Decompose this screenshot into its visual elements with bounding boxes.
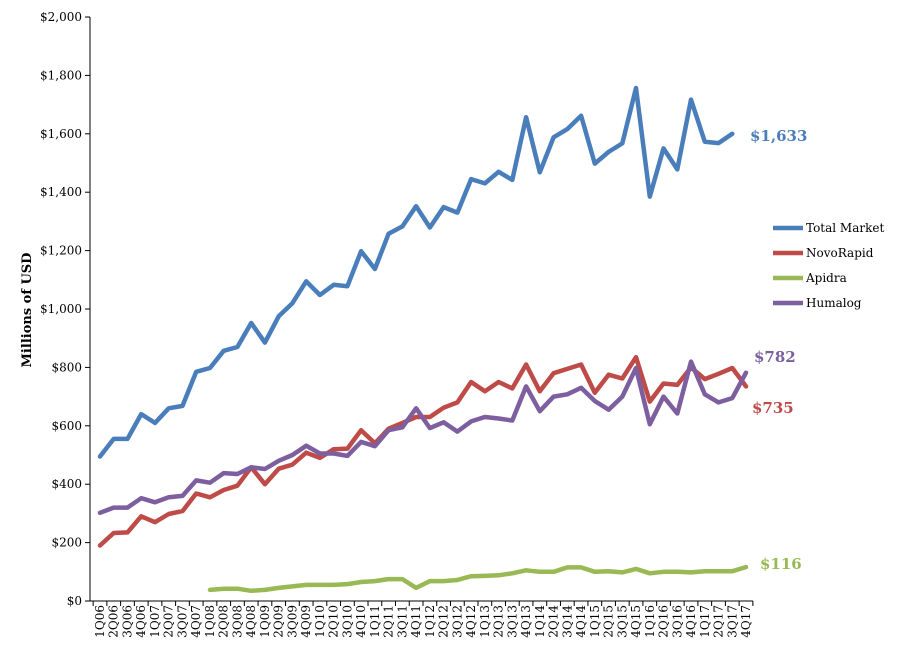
x-tick-label: 3Q12 [450, 605, 464, 638]
end-label-novorapid: $735 [752, 399, 794, 417]
series-layer [97, 85, 749, 594]
x-tick-label: 3Q15 [615, 605, 629, 638]
x-tick-label: 1Q14 [533, 605, 547, 638]
y-axis: $0 $200 $400 $600 $800 $1,000 $1,200 $1,400 $1,6… [40, 10, 91, 608]
x-tick-label: 2Q09 [272, 605, 286, 638]
legend-label-humalog: Humalog [806, 296, 862, 310]
x-tick-label: 2Q08 [217, 605, 231, 638]
x-tick-label: 2Q15 [602, 605, 616, 638]
x-tick-label: 2Q13 [492, 605, 506, 638]
x-tick-label: 4Q08 [244, 605, 258, 638]
x-tick-label: 2Q10 [327, 605, 341, 638]
y-tick-label: $1,600 [40, 127, 82, 141]
y-tick-label: $0 [67, 594, 82, 608]
y-tick-label: $800 [51, 360, 82, 374]
end-label-humalog: $782 [754, 348, 796, 366]
y-tick-label: $1,800 [40, 68, 82, 82]
series-line-humalog [97, 359, 749, 516]
x-tick-label: 4Q16 [684, 605, 698, 638]
x-tick-label: 1Q13 [478, 605, 492, 638]
x-tick-label: 2Q07 [162, 605, 176, 638]
y-tick-label: $1,400 [40, 185, 82, 199]
end-label-total-market: $1,633 [750, 127, 807, 145]
x-tick-label: 3Q14 [560, 605, 574, 638]
x-tick-label: 4Q17 [739, 605, 753, 638]
x-tick-label: 3Q08 [230, 605, 244, 638]
x-tick-label: 1Q08 [203, 605, 217, 638]
x-tick-label: 4Q06 [134, 605, 148, 638]
x-tick-label: 4Q15 [629, 605, 643, 638]
x-tick-label: 2Q06 [107, 605, 121, 638]
x-tick-label: 2Q14 [547, 605, 561, 638]
x-tick-label: 3Q17 [725, 605, 739, 638]
y-tick-label: $200 [51, 536, 82, 550]
x-tick-label: 1Q17 [698, 605, 712, 638]
series-line-total-market [97, 85, 735, 459]
x-tick-label: 1Q06 [93, 605, 107, 638]
x-tick-label: 2Q11 [382, 605, 396, 638]
y-tick-label: $1,200 [40, 244, 82, 258]
x-tick-label: 1Q10 [313, 605, 327, 638]
x-tick-label: 4Q07 [189, 605, 203, 638]
y-tick-label: $600 [51, 419, 82, 433]
series-line-apidra [207, 564, 749, 594]
x-tick-label: 4Q14 [574, 605, 588, 638]
y-tick-label: $2,000 [40, 10, 82, 24]
x-tick-label: 1Q12 [423, 605, 437, 638]
end-labels: $1,633 $735 $116 $782 [750, 127, 807, 573]
x-tick-label: 1Q09 [258, 605, 272, 638]
x-tick-label: 2Q12 [437, 605, 451, 638]
x-tick-label: 1Q16 [643, 605, 657, 638]
x-tick-label: 4Q12 [464, 605, 478, 638]
x-tick-label: 1Q11 [368, 605, 382, 638]
x-tick-label: 4Q11 [409, 605, 423, 638]
x-tick-label: 3Q13 [505, 605, 519, 638]
x-tick-label: 4Q09 [299, 605, 313, 638]
x-tick-label: 4Q10 [354, 605, 368, 638]
legend-label-total-market: Total Market [806, 221, 884, 235]
x-tick-label: 2Q16 [657, 605, 671, 638]
legend-label-apidra: Apidra [805, 271, 847, 285]
y-axis-title: Millions of USD [20, 253, 35, 368]
x-tick-label: 4Q13 [519, 605, 533, 638]
legend: Total Market NovoRapid Apidra Humalog [773, 221, 884, 310]
x-tick-label: 3Q10 [340, 605, 354, 638]
y-tick-label: $1,000 [40, 302, 82, 316]
x-tick-label: 1Q15 [588, 605, 602, 638]
end-label-apidra: $116 [760, 555, 802, 573]
x-axis: 1Q06 2Q06 3Q06 4Q06 1Q07 2Q07 3Q07 4Q07 1Q08 2Q08… [90, 600, 754, 638]
x-tick-label: 3Q06 [120, 605, 134, 638]
y-tick-label: $400 [51, 477, 82, 491]
x-tick-label: 1Q07 [148, 605, 162, 638]
x-tick-label: 3Q09 [285, 605, 299, 638]
x-tick-label: 3Q07 [175, 605, 189, 638]
x-tick-label: 3Q11 [395, 605, 409, 638]
x-tick-label: 2Q17 [712, 605, 726, 638]
x-tick-label: 3Q16 [670, 605, 684, 638]
legend-label-novorapid: NovoRapid [806, 246, 874, 260]
